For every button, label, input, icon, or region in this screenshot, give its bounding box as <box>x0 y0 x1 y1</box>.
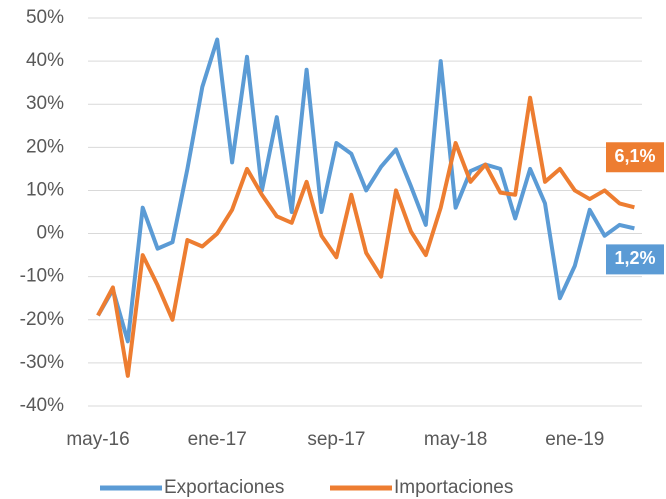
legend-label: Exportaciones <box>164 477 284 498</box>
legend-label: Importaciones <box>394 477 513 498</box>
series-line <box>96 37 635 344</box>
x-tick-label: may-16 <box>66 429 129 450</box>
y-tick-label: -20% <box>20 309 64 330</box>
x-tick-label: ene-17 <box>188 429 247 450</box>
value-label-text: 6,1% <box>614 146 655 166</box>
y-tick-label: -30% <box>20 352 64 373</box>
y-tick-label: 10% <box>26 179 64 200</box>
value-label: 6,1% <box>606 142 664 173</box>
value-label-box <box>606 244 664 275</box>
x-tick-label: may-18 <box>424 429 487 450</box>
y-tick-label: 50% <box>26 7 64 28</box>
y-tick-label: 30% <box>26 93 64 114</box>
series-line <box>96 95 635 378</box>
value-label: 1,2% <box>606 244 664 275</box>
x-tick-label: sep-17 <box>307 429 365 450</box>
value-label-box <box>606 142 664 173</box>
y-tick-label: -10% <box>20 266 64 287</box>
y-tick-label: -40% <box>20 395 64 416</box>
x-tick-label: ene-19 <box>545 429 604 450</box>
y-tick-label: 0% <box>37 223 65 244</box>
y-tick-label: 40% <box>26 50 64 71</box>
value-label-text: 1,2% <box>614 248 655 268</box>
y-tick-label: 20% <box>26 136 64 157</box>
